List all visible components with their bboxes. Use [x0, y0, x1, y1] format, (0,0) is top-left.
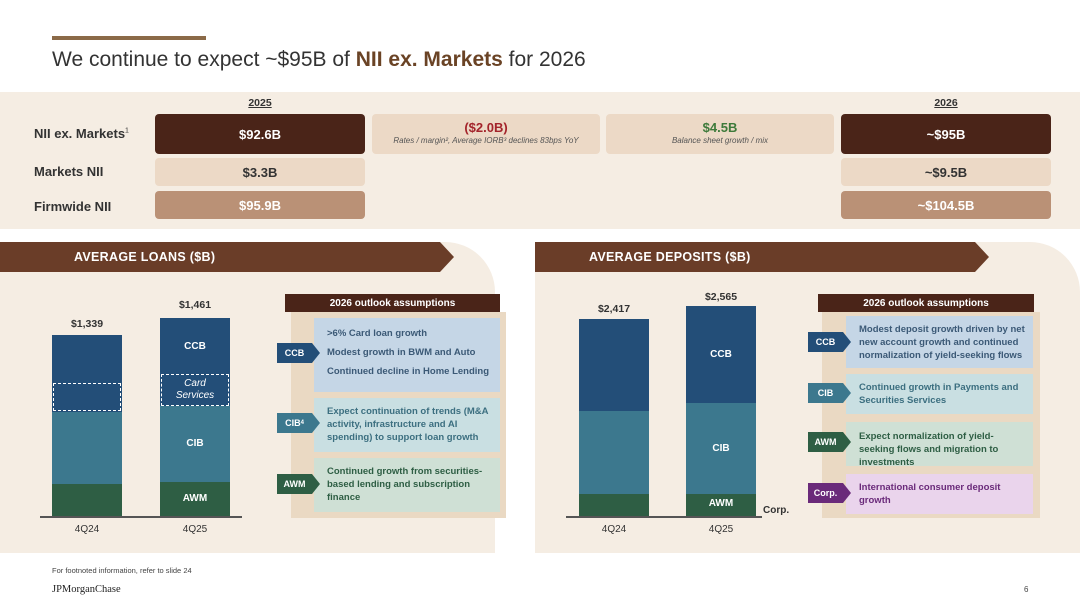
loans-ccb-line-2: Modest growth in BWM and Auto [327, 347, 476, 358]
deposits-total-4q25: $2,565 [704, 291, 738, 303]
deposits-outlook-ccb: Modest deposit growth driven by net new … [846, 316, 1033, 368]
deposits-bar-4q24-ccb [579, 318, 649, 411]
deposits-outlook-awm: Expect normalization of yield-seeking fl… [846, 422, 1033, 468]
loans-outlook-title: 2026 outlook assumptions [285, 294, 500, 312]
deposits-banner-arrow [975, 242, 989, 272]
deposits-tag-awm: AWM [808, 432, 843, 452]
loans-tag-ccb-arrow [312, 343, 320, 363]
loans-ccb-line-3: Continued decline in Home Lending [327, 366, 490, 377]
loans-total-4q24: $1,339 [70, 318, 104, 330]
deposits-bar-4q24-cib [579, 410, 649, 494]
markets-nii-2026: ~$9.5B [841, 158, 1051, 186]
deposits-bar-4q25-awm: AWM [686, 493, 756, 514]
firmwide-nii-2025: $95.9B [155, 191, 365, 219]
loans-bar-4q25-card-services: Card Services [160, 373, 230, 406]
page-title: We continue to expect ~$95B of NII ex. M… [52, 48, 586, 71]
deposits-outlook-cib: Continued growth in Payments and Securit… [846, 374, 1033, 414]
deposits-bar-4q25-corp [686, 513, 756, 516]
loans-bar-4q25-ccb: CCB [160, 318, 230, 374]
deposits-label-4q24: 4Q24 [601, 524, 627, 535]
deposits-tag-ccb-arrow [843, 332, 851, 352]
title-accent-rule [52, 36, 206, 40]
jpmorganchase-logo: JPMorganChase [52, 584, 121, 595]
row-label-markets-nii: Markets NII [34, 164, 104, 179]
markets-nii-2025: $3.3B [155, 158, 365, 186]
loans-tag-awm-arrow [312, 474, 320, 494]
deposits-ccb-label: CCB [710, 349, 732, 361]
deposits-tag-awm-arrow [843, 432, 851, 452]
loans-awm-label: AWM [182, 493, 208, 505]
loans-card-services-label: Card Services [161, 373, 229, 406]
bridge-balance-note: Balance sheet growth / mix [671, 136, 769, 145]
loans-tag-cib-arrow [312, 413, 320, 433]
deposits-tag-corp: Corp. [808, 483, 843, 503]
deposits-bar-4q25-ccb: CCB [686, 306, 756, 403]
row-label-nii-ex-markets: NII ex. Markets1 [34, 126, 129, 141]
year-2026-header: 2026 [934, 97, 958, 109]
year-2025-header: 2025 [248, 97, 272, 109]
loans-tag-ccb: CCB [277, 343, 312, 363]
deposits-banner: AVERAGE DEPOSITS ($B) [535, 242, 989, 272]
loans-banner-label: AVERAGE LOANS ($B) [0, 242, 440, 272]
deposits-outlook-title: 2026 outlook assumptions [818, 294, 1034, 312]
loans-banner: AVERAGE LOANS ($B) [0, 242, 454, 272]
deposits-tag-corp-arrow [843, 483, 851, 503]
deposits-label-4q25: 4Q25 [708, 524, 734, 535]
firmwide-nii-2026: ~$104.5B [841, 191, 1051, 219]
loans-banner-arrow [440, 242, 454, 272]
nii-ex-markets-2025: $92.6B [155, 114, 365, 154]
loans-bar-4q25-cib: CIB [160, 405, 230, 482]
loans-ccb-line-1: >6% Card loan growth [327, 328, 428, 339]
footnote: For footnoted information, refer to slid… [52, 566, 192, 575]
loans-outlook-ccb: >6% Card loan growth Modest growth in BW… [314, 318, 500, 392]
deposits-bar-4q24-awm [579, 493, 649, 514]
page-number: 6 [1024, 585, 1029, 594]
deposits-banner-label: AVERAGE DEPOSITS ($B) [535, 242, 975, 272]
loans-ccb-label: CCB [184, 340, 206, 352]
deposits-bar-4q25-cib: CIB [686, 402, 756, 494]
loans-bar-4q24-card-services [52, 382, 122, 413]
loans-tag-awm: AWM [277, 474, 312, 494]
deposits-outlook-corp: International consumer deposit growth [846, 474, 1033, 514]
bridge-rates-margin: ($2.0B) Rates / margin², Average IORB³ d… [372, 114, 600, 154]
loans-axis [40, 516, 242, 518]
loans-outlook-awm: Continued growth from securities-based l… [314, 458, 500, 512]
row-label-firmwide-nii: Firmwide NII [34, 199, 112, 214]
deposits-total-4q24: $2,417 [597, 303, 631, 315]
loans-cib-label: CIB [186, 438, 204, 450]
loans-bar-4q24-awm [52, 483, 122, 516]
deposits-tag-ccb: CCB [808, 332, 843, 352]
bridge-rates-value: ($2.0B) [464, 120, 508, 135]
bridge-balance-value: $4.5B [702, 120, 738, 135]
deposits-axis [566, 516, 762, 518]
loans-label-4q24: 4Q24 [74, 524, 100, 535]
deposits-bar-4q24-corp [579, 513, 649, 516]
bridge-balance-sheet: $4.5B Balance sheet growth / mix [606, 114, 834, 154]
loans-outlook-cib: Expect continuation of trends (M&A activ… [314, 398, 500, 452]
deposits-awm-label: AWM [708, 498, 734, 510]
deposits-cib-label: CIB [712, 442, 730, 454]
loans-tag-cib: CIB 4 [277, 413, 312, 433]
loans-bar-4q25-awm: AWM [160, 481, 230, 516]
loans-bar-4q24-ccb [52, 334, 122, 383]
deposits-tag-cib: CIB [808, 383, 843, 403]
deposits-tag-cib-arrow [843, 383, 851, 403]
loans-bar-4q24-cib [52, 412, 122, 484]
nii-ex-markets-2026: ~$95B [841, 114, 1051, 154]
bridge-rates-note: Rates / margin², Average IORB³ declines … [393, 136, 579, 145]
deposits-corp-label: Corp. [763, 505, 790, 516]
loans-total-4q25: $1,461 [178, 299, 212, 311]
loans-label-4q25: 4Q25 [182, 524, 208, 535]
